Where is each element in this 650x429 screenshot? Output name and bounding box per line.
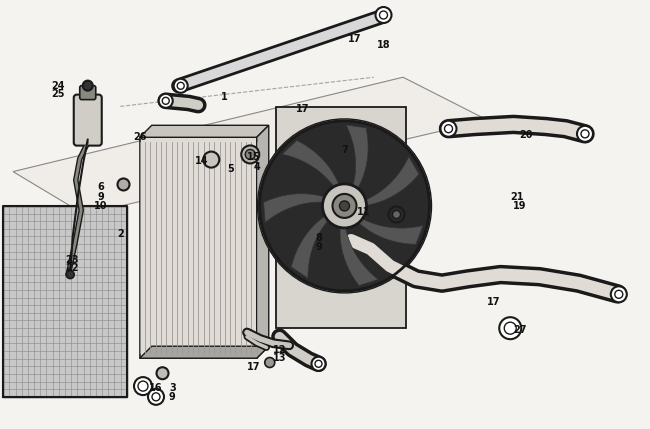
Circle shape <box>83 81 93 91</box>
Polygon shape <box>362 157 419 206</box>
Text: 22: 22 <box>65 263 78 273</box>
Circle shape <box>315 360 322 367</box>
Polygon shape <box>356 217 423 244</box>
Text: 2: 2 <box>117 229 124 239</box>
Text: 15: 15 <box>247 151 260 162</box>
Text: 25: 25 <box>52 89 65 100</box>
Circle shape <box>152 393 160 401</box>
Circle shape <box>259 121 430 291</box>
Polygon shape <box>140 137 257 358</box>
Circle shape <box>499 317 521 339</box>
Circle shape <box>177 82 184 89</box>
Text: 27: 27 <box>514 325 526 335</box>
Circle shape <box>615 290 623 298</box>
Circle shape <box>393 211 400 218</box>
Text: 17: 17 <box>488 297 500 308</box>
Polygon shape <box>264 194 328 222</box>
Text: 5: 5 <box>227 164 234 175</box>
Text: 6: 6 <box>98 181 104 192</box>
Text: 24: 24 <box>52 81 65 91</box>
Text: 23: 23 <box>65 254 78 265</box>
Text: 10: 10 <box>94 201 107 211</box>
Text: 8: 8 <box>315 233 322 243</box>
Text: 18: 18 <box>377 40 390 50</box>
Circle shape <box>611 286 627 302</box>
Circle shape <box>322 184 367 228</box>
Text: 20: 20 <box>520 130 533 140</box>
Circle shape <box>577 126 593 142</box>
Circle shape <box>148 389 164 405</box>
Circle shape <box>66 271 74 278</box>
Text: 26: 26 <box>133 132 146 142</box>
Text: 17: 17 <box>247 362 260 372</box>
Circle shape <box>333 194 356 218</box>
Polygon shape <box>282 140 341 190</box>
Text: 16: 16 <box>150 383 162 393</box>
Text: 3: 3 <box>169 383 176 393</box>
Circle shape <box>174 79 188 93</box>
FancyBboxPatch shape <box>80 86 96 100</box>
Circle shape <box>311 357 326 371</box>
Circle shape <box>265 357 275 368</box>
Circle shape <box>376 7 391 23</box>
Text: 17: 17 <box>348 33 361 44</box>
Circle shape <box>257 119 432 293</box>
Text: 11: 11 <box>358 207 370 218</box>
Circle shape <box>504 322 516 334</box>
Circle shape <box>134 377 152 395</box>
Text: 17: 17 <box>296 104 309 115</box>
Circle shape <box>241 145 259 163</box>
Polygon shape <box>340 224 378 286</box>
Polygon shape <box>346 125 368 192</box>
Text: 9: 9 <box>169 392 176 402</box>
FancyBboxPatch shape <box>73 95 102 145</box>
Polygon shape <box>291 214 331 278</box>
Polygon shape <box>3 206 127 397</box>
Circle shape <box>445 125 452 133</box>
Polygon shape <box>257 125 268 358</box>
Circle shape <box>380 11 387 19</box>
Circle shape <box>157 367 168 379</box>
Circle shape <box>138 381 148 391</box>
Text: 1: 1 <box>221 91 228 102</box>
Text: 13: 13 <box>273 353 286 363</box>
Text: 9: 9 <box>315 242 322 252</box>
Polygon shape <box>276 107 406 328</box>
Text: 4: 4 <box>254 162 260 172</box>
Circle shape <box>203 151 219 168</box>
Circle shape <box>441 121 456 137</box>
Circle shape <box>581 130 589 138</box>
Circle shape <box>339 201 350 211</box>
Polygon shape <box>13 77 488 214</box>
Text: 9: 9 <box>98 192 104 202</box>
Circle shape <box>245 149 255 160</box>
Polygon shape <box>140 125 268 137</box>
Text: 12: 12 <box>273 344 286 355</box>
Text: 19: 19 <box>514 201 526 211</box>
Circle shape <box>162 97 169 104</box>
Circle shape <box>118 178 129 190</box>
Text: 21: 21 <box>510 192 523 202</box>
Circle shape <box>159 94 173 108</box>
Text: 7: 7 <box>341 145 348 155</box>
Text: 14: 14 <box>195 156 208 166</box>
Polygon shape <box>140 346 268 358</box>
